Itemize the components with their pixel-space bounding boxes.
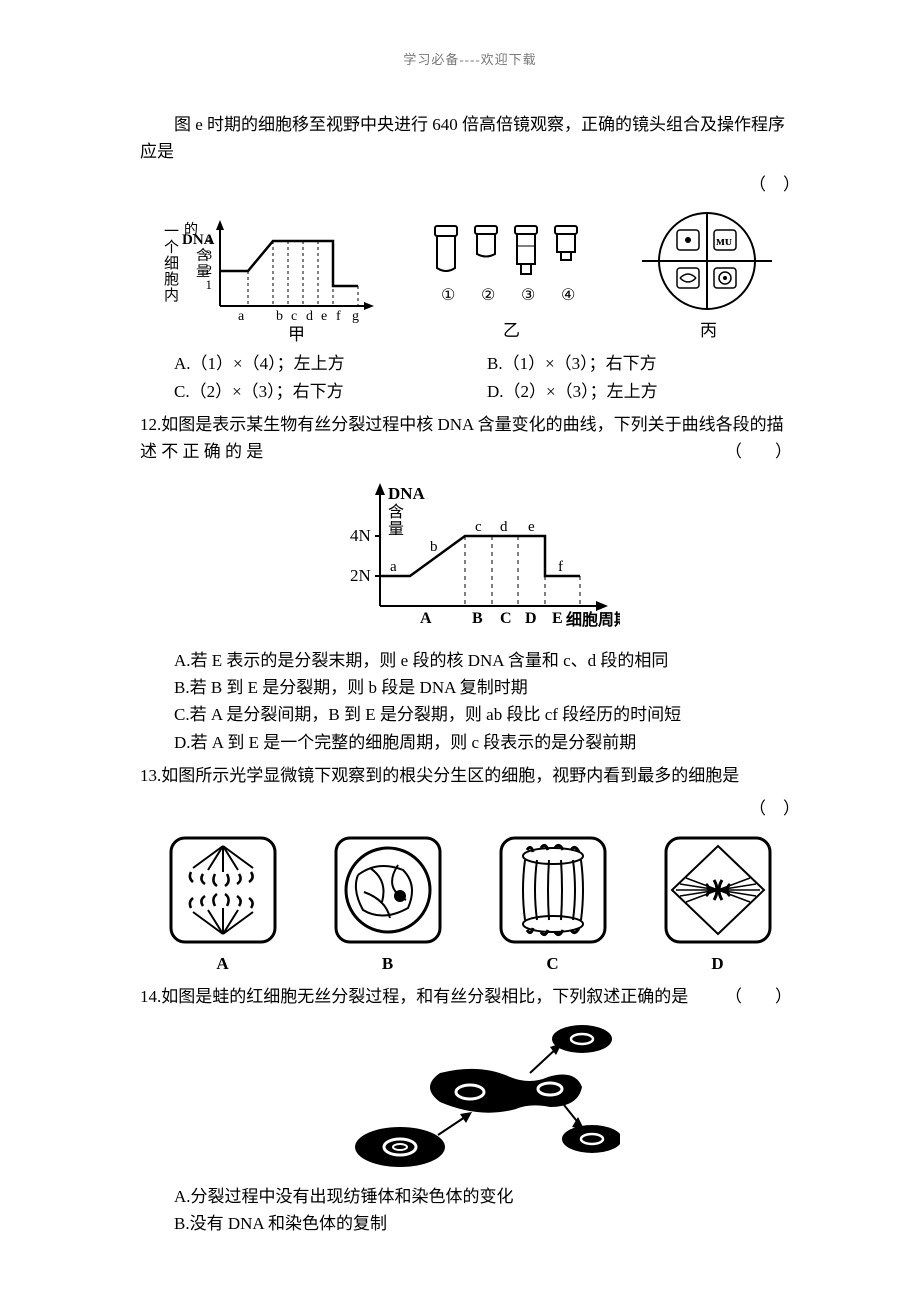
q12-opt-b: B.若 B 到 E 是分裂期，则 b 段是 DNA 复制时期	[174, 674, 800, 701]
q11-opt-d: D.（2）×（3）；左上方	[487, 378, 800, 405]
q12-han2: 量	[388, 521, 404, 538]
q12-xA: A	[420, 610, 432, 627]
jia-xf: f	[336, 309, 341, 324]
q14-opt-b: B.没有 DNA 和染色体的复制	[174, 1210, 800, 1237]
q12-opt-c: C.若 A 是分裂间期，B 到 E 是分裂期，则 ab 段比 cf 段经历的时间…	[174, 701, 800, 728]
jia-xa: a	[238, 309, 245, 324]
q13-label-c: C	[493, 950, 613, 977]
q11-text: 图 e 时期的细胞移至视野中央进行 640 倍高倍镜观察，正确的镜头组合及操作程…	[140, 111, 800, 165]
q12-han1: 含	[388, 503, 404, 521]
q13-cell-a	[163, 830, 283, 950]
q12-f: f	[558, 559, 563, 575]
q12-xlabel: 细胞周期	[566, 610, 620, 629]
q11-fig-yi: ① ② ③ ④ 乙	[415, 206, 605, 346]
jia-y1: 1	[206, 277, 213, 292]
q14-body: 如图是蛙的红细胞无丝分裂过程，和有丝分裂相比，下列叙述正确的是	[161, 987, 688, 1006]
q11-opt-c: C.（2）×（3）；右下方	[174, 378, 487, 405]
jia-xb: b	[276, 309, 283, 324]
q13-paren: （ ）	[749, 799, 800, 818]
yi-l4: ④	[561, 287, 575, 304]
page-header: 学习必备----欢迎下载	[140, 50, 800, 71]
jia-xd: d	[306, 309, 313, 324]
q12-text: 12.如图是表示某生物有丝分裂过程中核 DNA 含量变化的曲线，下列关于曲线各段…	[140, 411, 800, 465]
q12-num: 12.	[140, 415, 161, 434]
q11-fig-bing: ᴍᴜ 丙	[642, 206, 782, 346]
q11-figures: 一 个 细 胞 内 DNA 含 量 的 4 3 2 1	[140, 206, 800, 346]
q14-paren: （ ）	[725, 983, 800, 1010]
q13-text: 13.如图所示光学显微镜下观察到的根尖分生区的细胞，视野内看到最多的细胞是	[140, 762, 800, 789]
q13-num: 13.	[140, 766, 161, 785]
q12-paren: （ ）	[725, 438, 800, 465]
jia-xc: c	[291, 309, 297, 324]
q12-opt-a: A.若 E 表示的是分裂末期，则 e 段的核 DNA 含量和 c、d 段的相同	[174, 647, 800, 674]
q13-figures: A B	[140, 830, 800, 977]
q14-num: 14.	[140, 987, 161, 1006]
jia-y2: 2	[206, 262, 213, 277]
q13-body: 如图所示光学显微镜下观察到的根尖分生区的细胞，视野内看到最多的细胞是	[161, 766, 739, 785]
q12-body: 如图是表示某生物有丝分裂过程中核 DNA 含量变化的曲线，下列关于曲线各段的描述…	[140, 415, 784, 461]
q12-opt-d: D.若 A 到 E 是一个完整的细胞周期，则 c 段表示的是分裂前期	[174, 729, 800, 756]
jia-xg: g	[352, 309, 359, 324]
q14-text: 14.如图是蛙的红细胞无丝分裂过程，和有丝分裂相比，下列叙述正确的是 （ ）	[140, 983, 800, 1010]
svg-text:ᴍᴜ: ᴍᴜ	[716, 233, 732, 248]
q12-4n: 4N	[350, 526, 371, 545]
q12-b: b	[430, 539, 438, 555]
q11-lead: 图 e 时期的细胞移至视野中央进行 640 倍高倍镜观察，正确的镜头组合及操作程…	[140, 115, 785, 161]
q13-label-b: B	[328, 950, 448, 977]
q11-opt-b: B.（1）×（3）；右下方	[487, 350, 800, 377]
q14-opt-a: A.分裂过程中没有出现纺锤体和染色体的变化	[174, 1183, 800, 1210]
q13-cell-b	[328, 830, 448, 950]
q11-options-2: C.（2）×（3）；右下方 D.（2）×（3）；左上方	[174, 378, 800, 405]
yi-l1: ①	[441, 287, 455, 304]
q11-options-1: A.（1）×（4）；左上方 B.（1）×（3）；右下方	[174, 350, 800, 377]
q12-xD: D	[525, 610, 537, 627]
yi-caption: 乙	[503, 321, 520, 340]
q11-opt-a: A.（1）×（4）；左上方	[174, 350, 487, 377]
jia-y4: 4	[206, 232, 213, 247]
q13-cell-d	[658, 830, 778, 950]
q12-d: d	[500, 519, 508, 535]
q12-dna: DNA	[388, 484, 426, 503]
q11-fig-jia: 一 个 细 胞 内 DNA 含 量 的 4 3 2 1	[158, 206, 378, 346]
yi-l3: ③	[521, 287, 535, 304]
jia-caption: 甲	[288, 325, 305, 344]
q12-e: e	[528, 519, 535, 535]
q11-paren: （ ）	[749, 175, 800, 194]
q12-a: a	[390, 559, 397, 575]
q11-paren-line: （ ）	[140, 171, 800, 198]
yi-l2: ②	[481, 287, 495, 304]
q12-2n: 2N	[350, 566, 371, 585]
jia-y3: 3	[206, 247, 213, 262]
jia-vlabel: 一 个 细 胞 内	[164, 224, 183, 304]
jia-de: 的	[184, 222, 198, 238]
q12-xC: C	[500, 610, 512, 627]
q13-cell-c	[493, 830, 613, 950]
jia-xe: e	[321, 309, 327, 324]
bing-caption: 丙	[700, 321, 717, 340]
q13-label-d: D	[658, 950, 778, 977]
q13-paren-line: （ ）	[140, 795, 800, 822]
q12-c: c	[475, 519, 482, 535]
q14-figure	[320, 1017, 620, 1177]
q12-xB: B	[472, 610, 483, 627]
q13-label-a: A	[163, 950, 283, 977]
q12-figure: DNA 含 量 4N 2N a b c d e f A B C	[320, 471, 620, 641]
q12-xE: E	[552, 610, 563, 627]
